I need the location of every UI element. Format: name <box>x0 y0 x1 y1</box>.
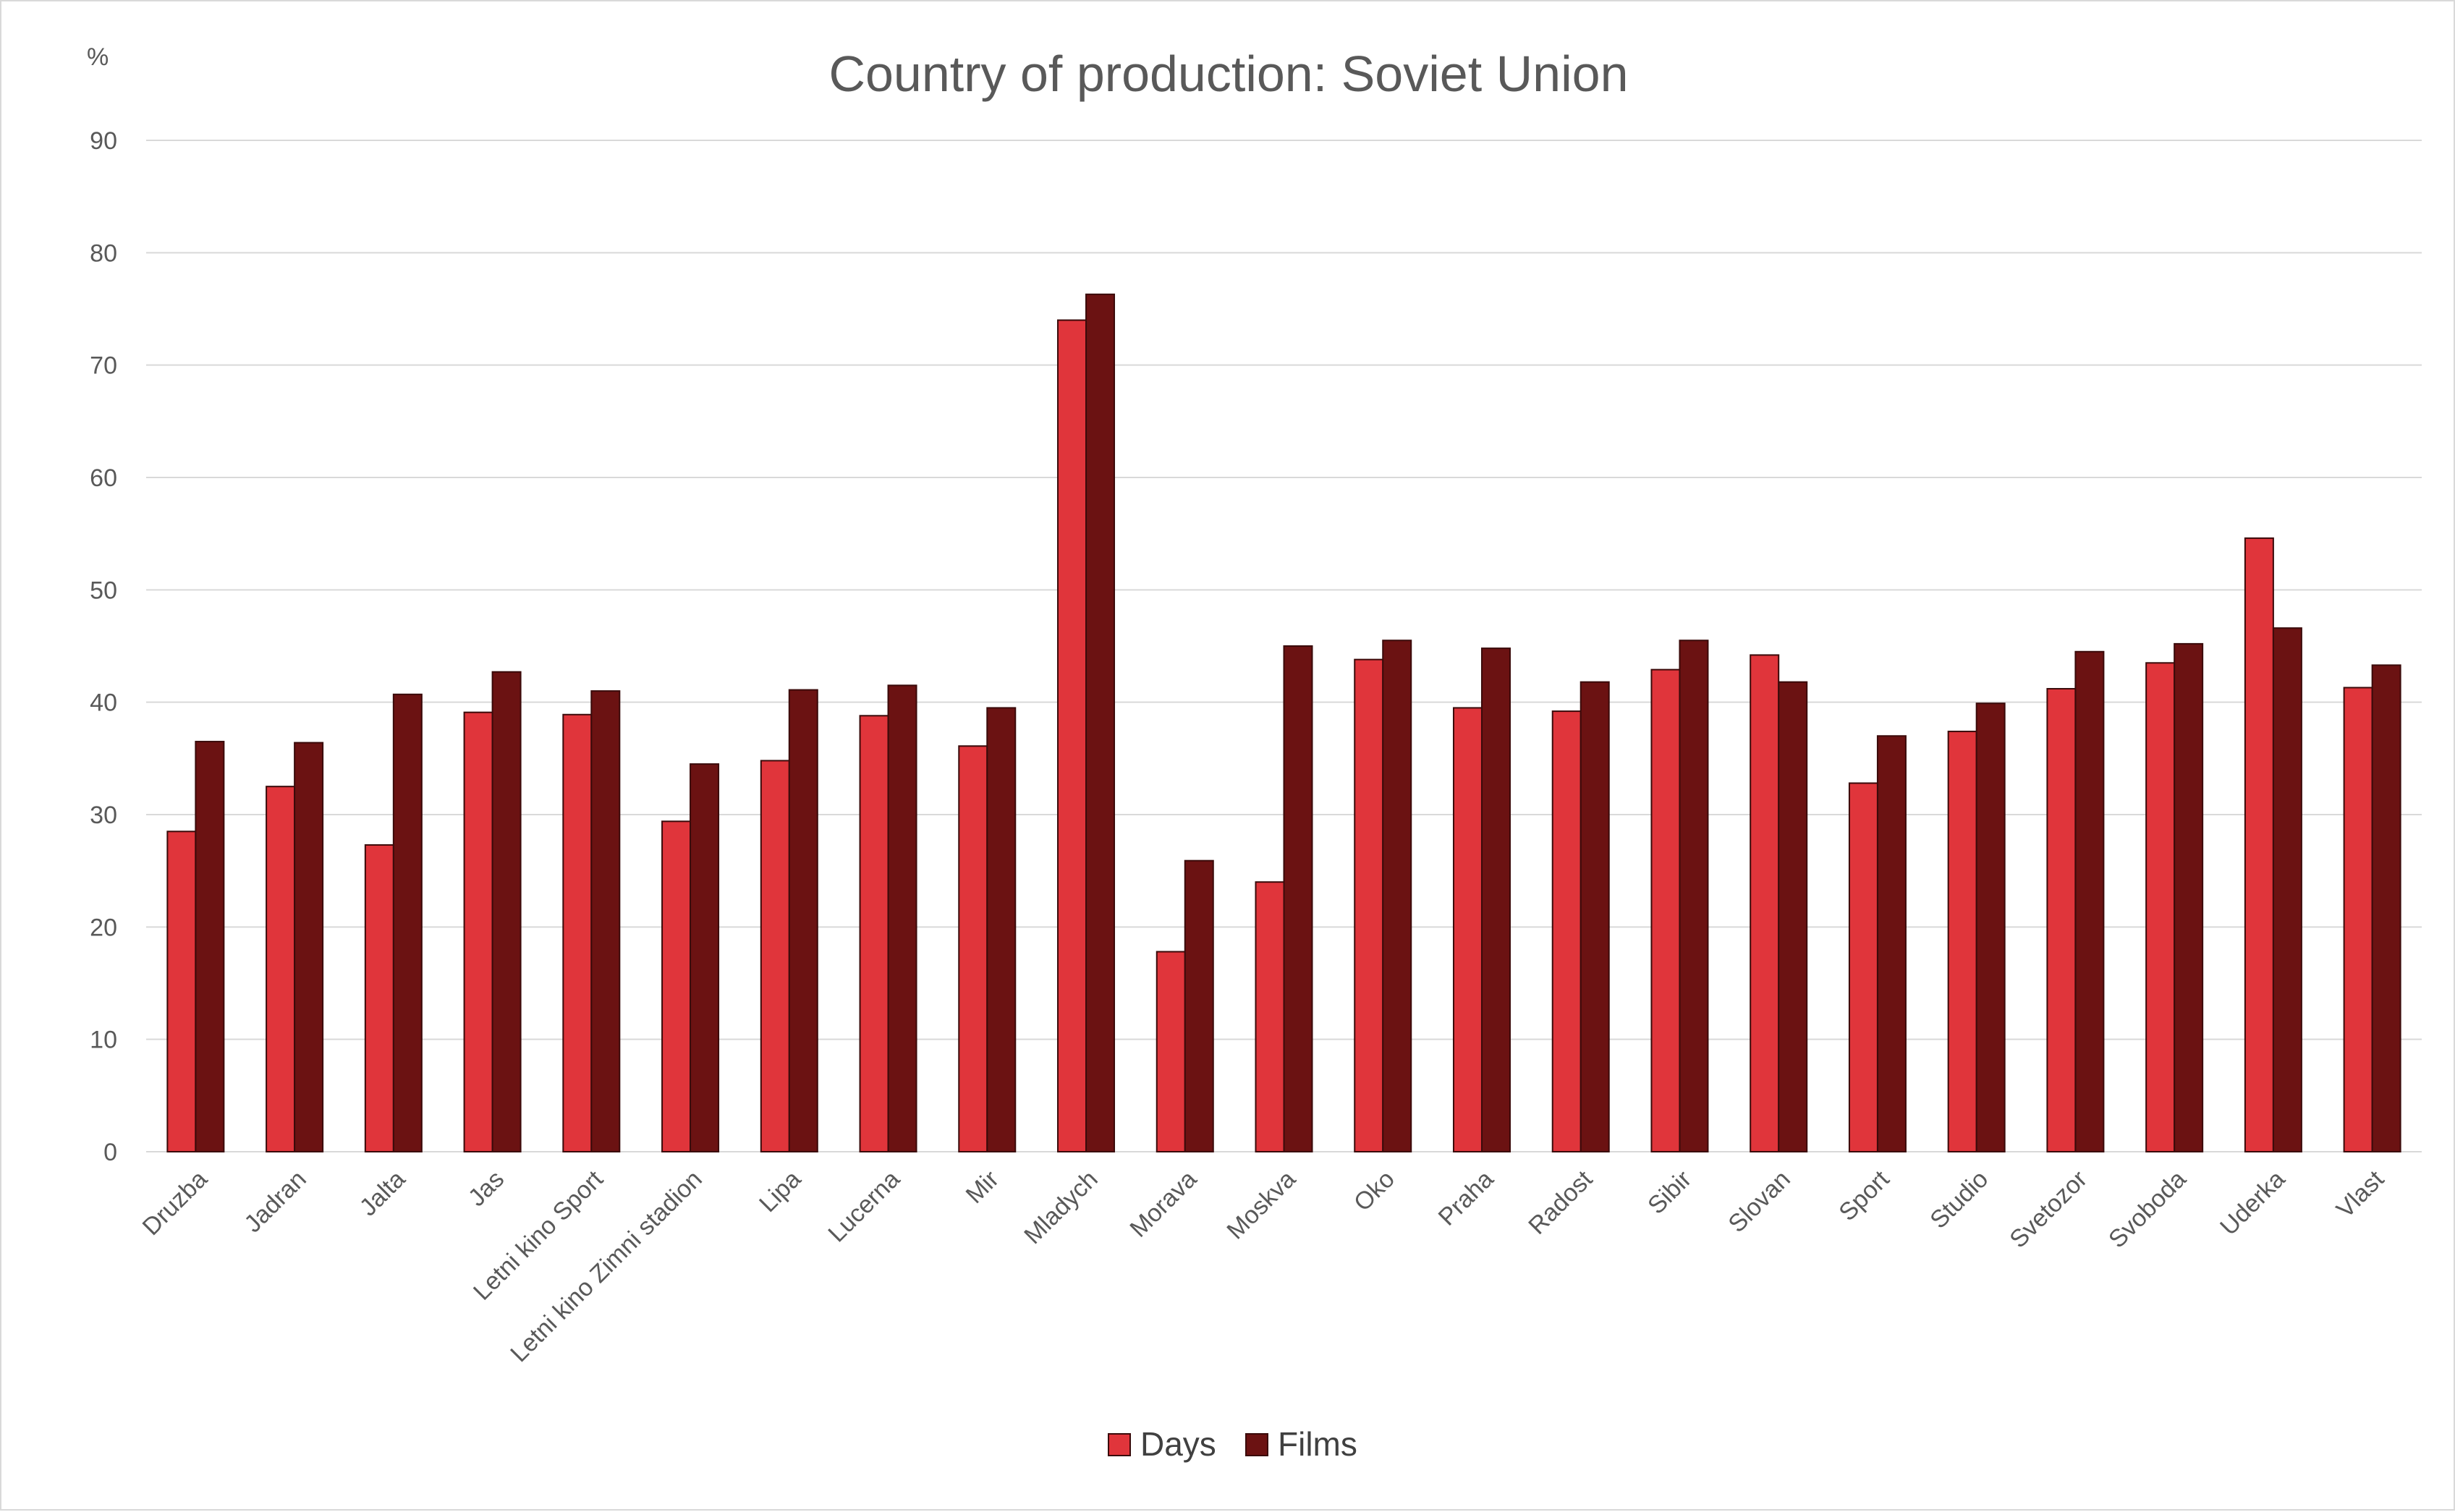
bar-days-svoboda <box>2145 662 2176 1152</box>
bar-films-vlast <box>2371 664 2401 1152</box>
y-tick-label: 30 <box>90 802 117 829</box>
bar-films-morava <box>1184 859 1214 1152</box>
bar-days-mir <box>958 745 988 1153</box>
legend-label-days: Days <box>1140 1425 1216 1463</box>
x-category-label: Lipa <box>754 1165 806 1218</box>
x-category-label: Mladych <box>1019 1165 1103 1249</box>
x-category-label: Druzba <box>137 1165 213 1241</box>
bar-films-mir <box>986 707 1017 1152</box>
y-tick-label: 20 <box>90 914 117 941</box>
bar-days-slovan <box>1750 654 1780 1152</box>
bar-days-praha <box>1452 707 1483 1152</box>
x-category-label: Letni kino Zimni stadion <box>505 1165 707 1367</box>
bar-days-jalta <box>364 844 394 1152</box>
x-category-label: Moskva <box>1221 1165 1301 1245</box>
y-tick-label: 70 <box>90 352 117 380</box>
bar-days-studio <box>1947 731 1977 1152</box>
bar-films-sport <box>1876 735 1907 1152</box>
bar-days-oko <box>1354 658 1384 1152</box>
bar-films-letni-kino-sport <box>590 690 621 1152</box>
bar-films-radost <box>1580 681 1610 1152</box>
bar-films-studio <box>1975 702 2006 1152</box>
bar-films-letni-kino-zimni-stadion <box>690 763 720 1152</box>
x-category-label: Sibir <box>1642 1165 1697 1220</box>
bar-days-lipa <box>760 760 790 1152</box>
x-category-label: Lucerna <box>823 1165 905 1248</box>
y-tick-label: 50 <box>90 577 117 604</box>
x-category-label: Morava <box>1124 1165 1202 1243</box>
bar-days-vlast <box>2343 687 2373 1152</box>
x-category-label: Svetozor <box>2004 1165 2093 1254</box>
bar-days-letni-kino-zimni-stadion <box>661 820 692 1152</box>
y-tick-label: 80 <box>90 239 117 267</box>
bar-days-sport <box>1848 782 1878 1153</box>
chart-title: Country of production: Soviet Union <box>828 46 1628 102</box>
bar-films-jalta <box>392 693 423 1152</box>
y-axis-ticks: 0 10 20 30 40 50 60 70 80 90 <box>90 127 117 1166</box>
bar-films-mladych <box>1085 293 1116 1153</box>
bar-films-lucerna <box>887 684 917 1152</box>
y-axis-unit-label: % <box>87 43 109 71</box>
bar-films-sibir <box>1679 640 1709 1152</box>
bars <box>166 293 2401 1153</box>
legend-swatch-films <box>1245 1433 1268 1456</box>
bar-days-jadran <box>266 786 296 1152</box>
legend: Days Films <box>1108 1425 1357 1463</box>
y-tick-label: 60 <box>90 464 117 492</box>
y-tick-label: 90 <box>90 127 117 155</box>
bar-films-jadran <box>294 742 324 1152</box>
bar-days-jas <box>463 711 493 1152</box>
legend-swatch-days <box>1108 1433 1131 1456</box>
x-category-label: Svoboda <box>2103 1165 2192 1254</box>
x-category-label: Oko <box>1349 1165 1400 1217</box>
x-category-label: Jalta <box>355 1165 411 1222</box>
x-category-label: Studio <box>1925 1165 1993 1234</box>
x-category-label: Jadran <box>239 1165 311 1238</box>
bar-films-svetozor <box>2074 650 2105 1152</box>
x-category-label: Praha <box>1433 1165 1499 1231</box>
bar-films-slovan <box>1778 681 1808 1152</box>
x-category-label: Radost <box>1523 1165 1598 1239</box>
x-category-label: Uderka <box>2215 1165 2290 1241</box>
bar-films-lipa <box>788 689 818 1152</box>
bar-films-oko <box>1382 640 1412 1152</box>
y-tick-label: 40 <box>90 689 117 717</box>
x-category-label: Sport <box>1833 1165 1895 1226</box>
bar-films-praha <box>1480 647 1511 1152</box>
bar-days-sibir <box>1650 668 1681 1152</box>
bar-days-svetozor <box>2046 688 2077 1152</box>
legend-label-films: Films <box>1278 1425 1357 1463</box>
x-category-label: Jas <box>463 1165 509 1212</box>
bar-films-druzba <box>195 741 225 1152</box>
bar-days-letni-kino-sport <box>562 713 593 1152</box>
x-category-label: Vlast <box>2331 1165 2390 1223</box>
bar-films-jas <box>491 671 522 1152</box>
bar-days-lucerna <box>859 715 889 1152</box>
bar-days-radost <box>1551 710 1582 1152</box>
bar-films-moskva <box>1283 645 1313 1152</box>
y-tick-label: 10 <box>90 1027 117 1054</box>
bar-days-morava <box>1156 951 1186 1153</box>
bar-films-uderka <box>2272 627 2302 1152</box>
bar-days-mladych <box>1057 319 1087 1152</box>
x-category-label: Slovan <box>1723 1165 1795 1238</box>
y-tick-label: 0 <box>103 1139 117 1166</box>
bar-days-druzba <box>166 831 197 1153</box>
bar-films-svoboda <box>2174 642 2204 1152</box>
x-category-label: Mir <box>961 1165 1004 1209</box>
bar-days-uderka <box>2244 537 2274 1152</box>
bar-days-moskva <box>1255 881 1285 1152</box>
